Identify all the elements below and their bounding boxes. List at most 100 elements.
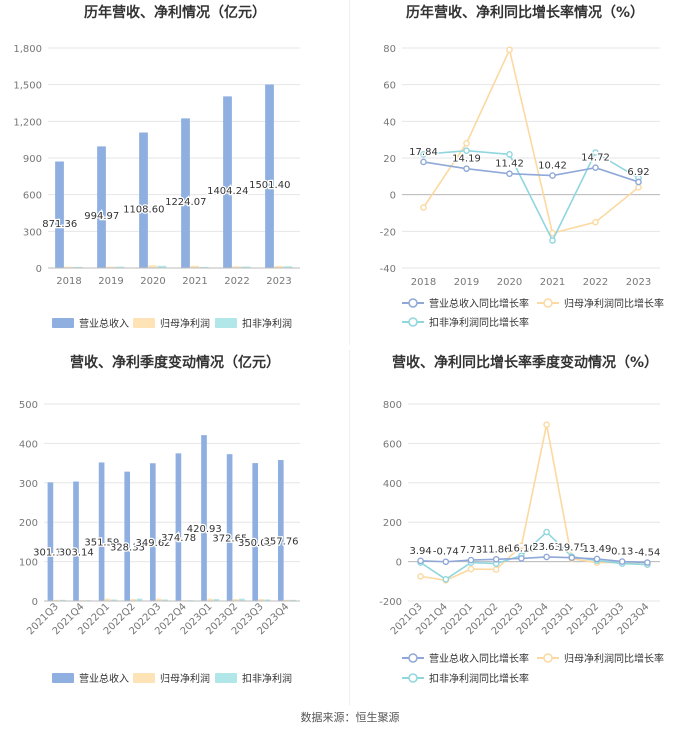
x-tick-label: 2019 <box>454 277 479 288</box>
bar-归母净利润 <box>274 265 284 268</box>
bar-营业总收入 <box>226 454 233 601</box>
x-tick-label: 2018 <box>56 276 81 287</box>
chart-title: 营收、净利季度变动情况（亿元） <box>70 354 280 371</box>
quarterly-growth-rate-svg: 营收、净利同比增长率季度变动情况（%） -200 0 200 400 600 800 3.94… <box>379 354 664 685</box>
y-tick-label: 600 <box>383 439 402 450</box>
data-point <box>467 565 475 573</box>
legend-label: 归母净利润 <box>160 317 210 330</box>
bar-value-label: 349.62 <box>136 538 171 549</box>
data-point <box>442 558 450 566</box>
annual-revenue-profit-chart: 历年营收、净利情况（亿元） 0 300 600 900 1,200 1,500 1,800 87… <box>0 0 350 345</box>
series-line-归母净利润同比增长率 <box>422 47 640 235</box>
quarterly-revenue-profit-chart: 营收、净利季度变动情况（亿元） 0 100 200 300 400 500 301.13 202… <box>0 350 350 705</box>
annual-growth-rate-chart: 历年营收、净利同比增长率情况（%） -40 -20 0 20 40 60 80 17.84 14.… <box>350 0 700 345</box>
bar-营业总收入 <box>97 146 106 268</box>
legend-label: 营业总收入同比增长率 <box>429 652 529 665</box>
x-tick-label: 2021 <box>182 276 207 287</box>
y-tick-label: 1,800 <box>13 44 42 55</box>
data-point <box>417 557 424 565</box>
bar-归母净利润 <box>232 266 242 268</box>
bar-value-label: 351.59 <box>84 538 119 549</box>
y-tick-label: 900 <box>23 154 42 165</box>
series-line-扣非净利润同比增长率 <box>423 149 639 243</box>
bar-扣非净利润 <box>115 266 125 268</box>
point-value-label: 14.19 <box>452 154 481 165</box>
point-value-label: 7.73 <box>460 545 482 556</box>
point-value-label: 3.94 <box>409 546 431 557</box>
data-point <box>492 555 500 563</box>
data-point <box>463 147 470 154</box>
bar-营业总收入 <box>252 463 259 601</box>
y-tick-label: 200 <box>19 518 38 529</box>
bar-归母净利润 <box>232 599 239 601</box>
bar-扣非净利润 <box>199 266 209 268</box>
series-line-营业总收入同比增长率 <box>423 161 639 183</box>
data-point <box>635 178 642 186</box>
legend-label: 扣非净利润 <box>242 672 292 685</box>
legend-label: 归母净利润同比增长率 <box>564 652 664 665</box>
bar-扣非净利润 <box>239 598 245 601</box>
point-value-label: 11.42 <box>495 159 524 170</box>
bar-value-label: 420.93 <box>187 524 222 535</box>
data-point <box>420 158 427 166</box>
x-tick-label: 2021 <box>540 277 565 288</box>
point-value-label: 13.49 <box>583 544 612 555</box>
bar-营业总收入 <box>47 482 54 601</box>
series-line-营业总收入同比增长率 <box>420 556 648 564</box>
y-tick-label: 800 <box>383 400 402 411</box>
data-point <box>417 573 424 580</box>
legend-swatch <box>215 673 237 683</box>
bar-归母净利润 <box>130 599 137 601</box>
data-point <box>506 151 513 158</box>
x-tick-label: 2023 <box>266 276 291 287</box>
data-point <box>593 555 601 563</box>
bar-归母净利润 <box>53 599 60 601</box>
y-tick-label: 500 <box>19 400 38 411</box>
legend-swatch-marker <box>543 298 553 308</box>
bar-value-label: 1404.24 <box>207 186 248 197</box>
bar-营业总收入 <box>73 481 79 601</box>
data-point <box>492 566 500 573</box>
bar-营业总收入 <box>139 132 148 268</box>
bar-扣非净利润 <box>59 599 66 601</box>
annual-revenue-profit-svg: 历年营收、净利情况（亿元） 0 300 600 900 1,200 1,500 1,800 87… <box>13 0 350 345</box>
bar-value-label: 1108.60 <box>123 204 164 215</box>
bar-扣非净利润 <box>162 599 168 601</box>
point-value-label: 11.86 <box>482 544 511 555</box>
bar-营业总收入 <box>277 460 284 601</box>
bar-归母净利润 <box>190 265 200 268</box>
legend-swatch <box>215 318 237 328</box>
data-point <box>549 237 556 244</box>
data-point <box>592 218 599 226</box>
bar-value-label: 1224.07 <box>165 197 206 208</box>
y-tick-label: 0 <box>32 597 38 608</box>
bar-归母净利润 <box>207 598 213 601</box>
y-tick-label: 400 <box>383 479 402 490</box>
data-point <box>506 46 513 54</box>
bar-营业总收入 <box>181 118 190 268</box>
y-tick-label: 100 <box>19 558 38 569</box>
data-point <box>463 140 470 147</box>
y-tick-label: 40 <box>383 117 396 128</box>
x-tick-label: 2020 <box>140 276 165 287</box>
bar-归母净利润 <box>284 599 290 601</box>
bar-扣非净利润 <box>157 265 167 268</box>
y-tick-label: 400 <box>19 439 38 450</box>
data-point <box>518 555 525 562</box>
legend-label: 归母净利润同比增长率 <box>564 297 664 310</box>
bar-value-label: 357.76 <box>264 537 299 548</box>
bar-归母净利润 <box>148 265 158 268</box>
legend-label: 扣非净利润 <box>242 317 292 330</box>
data-point <box>543 421 550 428</box>
data-point <box>568 554 576 562</box>
bar-扣非净利润 <box>136 598 143 601</box>
point-value-label: 10.42 <box>538 161 567 172</box>
bar-营业总收入 <box>265 84 274 269</box>
point-value-label: 6.92 <box>627 167 649 178</box>
bar-扣非净利润 <box>241 266 251 268</box>
y-tick-label: 0 <box>396 558 402 569</box>
bar-营业总收入 <box>124 471 131 601</box>
y-tick-label: -200 <box>379 597 402 608</box>
bar-营业总收入 <box>149 463 156 601</box>
legend-swatch-marker <box>408 298 418 308</box>
